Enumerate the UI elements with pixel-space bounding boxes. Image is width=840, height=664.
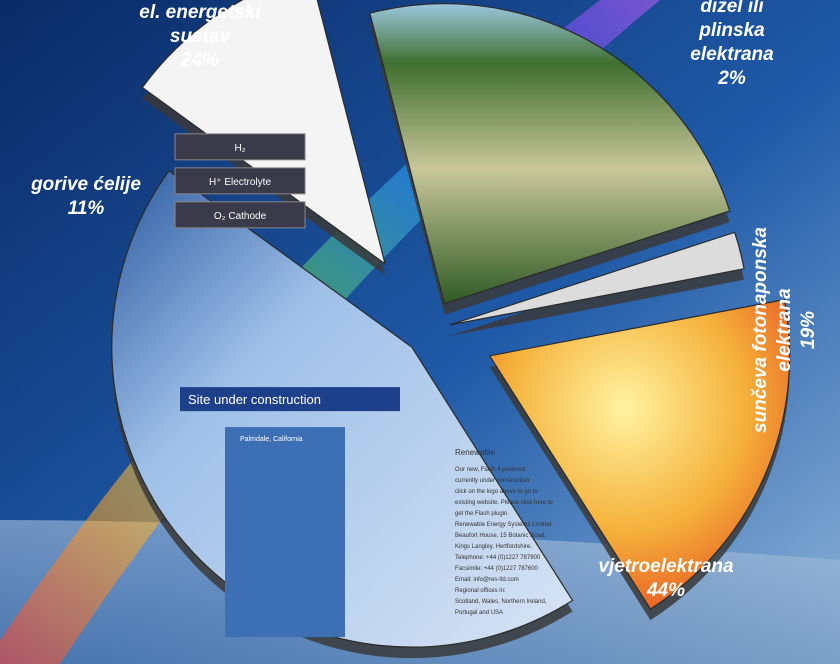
slice-dizel-ili-plinska-elektrana <box>449 231 745 337</box>
slice-top <box>141 0 387 266</box>
slice-label: el. energetski sustav 24% <box>139 2 261 71</box>
slice-name-label: el. energetski <box>139 2 261 23</box>
website-text-line: currently under construction <box>455 478 529 484</box>
slice-name-label: elektrana <box>774 288 795 372</box>
slice-value-label: 44% <box>646 580 685 601</box>
fuel-cell-layer-label: H⁺ Electrolyte <box>209 177 271 188</box>
website-text-line: Our new, Flash 4 powered <box>455 467 525 473</box>
fuel-cell-diagram: H₂ H⁺ Electrolyte O₂ Cathode <box>174 133 306 229</box>
slice-name-label: dizel ili <box>700 0 764 17</box>
slice-value-label: 19% <box>798 311 819 349</box>
website-text-line: Portugal and USA <box>455 610 503 616</box>
website-text-line: get the Flash plugin. <box>455 511 509 517</box>
fuel-cell-layer <box>174 201 306 229</box>
slice-name-label: elektrana <box>690 44 774 65</box>
website-text-line: Scotland, Wales, Northern Ireland, <box>455 599 547 605</box>
slice-top <box>488 298 791 610</box>
slice-label: gorive ćelije 11% <box>30 174 141 219</box>
website-text-line: Email: info@res-ltd.com <box>455 577 519 583</box>
slice-top <box>369 3 731 305</box>
fuel-cell-layer <box>174 167 306 195</box>
website-text-line: Telephone: +44 (0)1227 787900 <box>455 555 541 561</box>
slice-value-label: 24% <box>180 50 219 71</box>
website-text-line: Kings Langley, Hertfordshire, <box>455 544 532 550</box>
website-text-line: Beaufort House, 15 Botanic Road, <box>455 533 546 539</box>
slice-name-label: plinska <box>698 20 765 41</box>
slice-name-label: vjetroelektrana <box>598 556 734 577</box>
slice-label: dizel ili plinska elektrana 2% <box>690 0 774 89</box>
fuel-cell-layer-label: O₂ Cathode <box>214 211 267 222</box>
website-text-line: Facsimile: +44 (0)1227 787600 <box>455 566 539 572</box>
website-header-bar <box>180 387 400 412</box>
slice-value-label: 11% <box>68 198 105 219</box>
slice-el-energetski-sustav <box>369 3 731 315</box>
slice-value-label: 2% <box>717 68 746 89</box>
website-text-line: Renewable Energy Systems Limited <box>455 522 551 528</box>
website-text-line: click on the logo above to go to <box>455 489 538 495</box>
slice-name-label: gorive ćelije <box>30 174 141 195</box>
slice-name-label: sustav <box>170 26 232 47</box>
slice-top <box>449 231 745 326</box>
website-heading: Renewable <box>455 448 496 457</box>
slice-label: vjetroelektrana 44% <box>598 556 734 601</box>
wind-turbine-photo <box>225 427 345 638</box>
fuel-cell-layer-label: H₂ <box>234 143 245 154</box>
website-text-line: existing website. Please click here to <box>455 500 553 506</box>
slice-suncevo-fotonaponska-elektrana <box>488 298 791 621</box>
slice-name-label: sunčeva fotonaponska <box>750 227 771 433</box>
slice-label: sunčeva fotonaponska elektrana 19% <box>750 227 819 433</box>
fuel-cell-layer <box>174 133 306 161</box>
website-header: Site under construction <box>188 392 321 407</box>
website-text-line: Regional offices in: <box>455 588 506 594</box>
website-screenshot: Site under construction Palmdale, Califor… <box>180 387 553 638</box>
photo-caption: Palmdale, California <box>240 436 303 443</box>
